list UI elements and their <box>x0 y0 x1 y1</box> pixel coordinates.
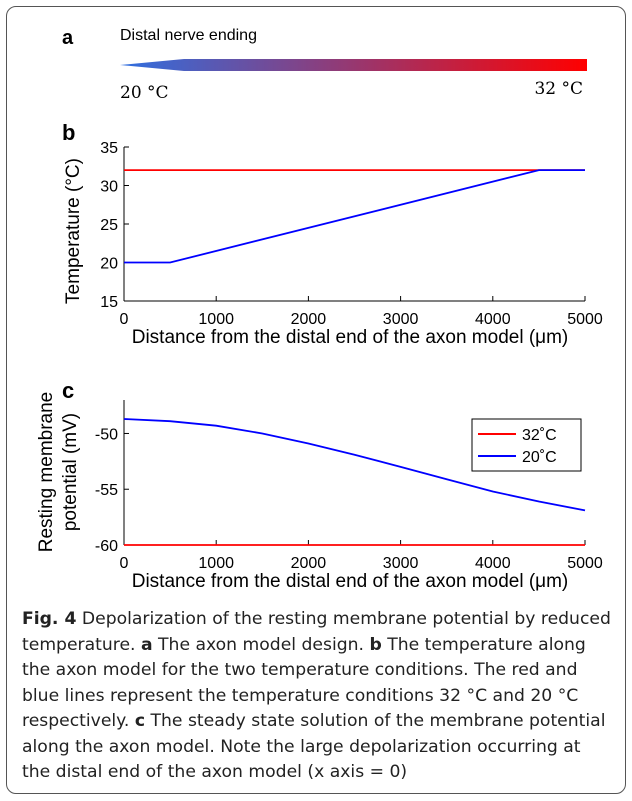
x-tick-label: 5000 <box>567 311 603 328</box>
y-tick-label: -50 <box>95 426 118 443</box>
x-tick-label: 3000 <box>383 311 419 328</box>
series-line-1 <box>124 169 585 264</box>
x-tick-label: 2000 <box>291 311 327 328</box>
y-tick-label: 15 <box>100 294 118 311</box>
panel-b-label: b <box>62 120 75 145</box>
membrane-potential-plot-area: 0 1000 2000 3000 4000 5000 -60 -55 -50 32˚C 20˚C <box>95 400 603 572</box>
panel-b-x-axis-label: Distance from the distal end of the axon… <box>132 327 569 348</box>
figure-frame <box>6 6 626 794</box>
figure-caption: Fig. 4 Depolarization of the resting mem… <box>22 607 612 786</box>
axon-model-shape <box>120 59 587 71</box>
x-tick-label: 2000 <box>291 555 327 572</box>
caption-fig-label: Fig. 4 <box>22 609 77 629</box>
x-tick-label: 1000 <box>198 311 234 328</box>
x-tick-label: 0 <box>120 311 129 328</box>
panel-b-y-axis-label: Temperature (°C) <box>63 158 84 304</box>
legend-label-0: 32˚C <box>522 427 557 444</box>
panel-c-y-axis-label-line2: potential (mV) <box>60 413 81 531</box>
distal-temperature-label: 20 °C <box>120 83 169 103</box>
panel-c-label: c <box>62 378 74 403</box>
x-tick-label: 3000 <box>383 555 419 572</box>
legend-label-1: 20˚C <box>522 449 557 466</box>
caption-c-text: The steady state solution of the membran… <box>22 711 606 782</box>
y-tick-label: 20 <box>100 256 118 273</box>
panel-a-title: Distal nerve ending <box>120 27 257 44</box>
panel-a-label: a <box>62 27 74 49</box>
panel-c-x-axis-label: Distance from the distal end of the axon… <box>132 571 569 592</box>
caption-c-label: c <box>134 711 146 731</box>
panel-b-chart: b 0 1000 2000 3000 4000 5000 15 20 25 30 35 Distan… <box>62 120 603 348</box>
x-tick-label: 1000 <box>198 555 234 572</box>
x-tick-label: 4000 <box>475 555 511 572</box>
y-tick-label: -55 <box>95 482 118 499</box>
proximal-temperature-label: 32 °C <box>534 79 583 99</box>
y-tick-label: 35 <box>100 140 118 157</box>
caption-b-text: The temperature along the axon model for… <box>22 634 586 732</box>
caption-a-text: The axon model design. <box>158 634 364 655</box>
caption-lead: Depolarization of the resting membrane p… <box>22 609 611 655</box>
x-tick-label: 4000 <box>475 311 511 328</box>
y-tick-label: -60 <box>95 538 118 555</box>
caption-a-label: a <box>140 634 153 655</box>
temperature-plot-area: 0 1000 2000 3000 4000 5000 15 20 25 30 35 <box>100 140 603 328</box>
x-tick-label: 0 <box>120 555 129 572</box>
x-tick-label: 5000 <box>567 555 603 572</box>
panel-c-y-axis-label-line1: Resting membrane <box>36 392 57 553</box>
y-tick-label: 30 <box>100 179 118 196</box>
panel-a: a Distal nerve ending 20 °C 32 °C <box>62 27 587 103</box>
panel-c-chart: c 0 1000 2000 3000 4000 5000 -60 -55 -50 32˚C 20˚C… <box>36 378 603 592</box>
caption-b-label: b <box>369 634 382 655</box>
legend-box <box>471 418 582 472</box>
series-line-1 <box>123 418 586 512</box>
y-tick-label: 25 <box>100 217 118 234</box>
